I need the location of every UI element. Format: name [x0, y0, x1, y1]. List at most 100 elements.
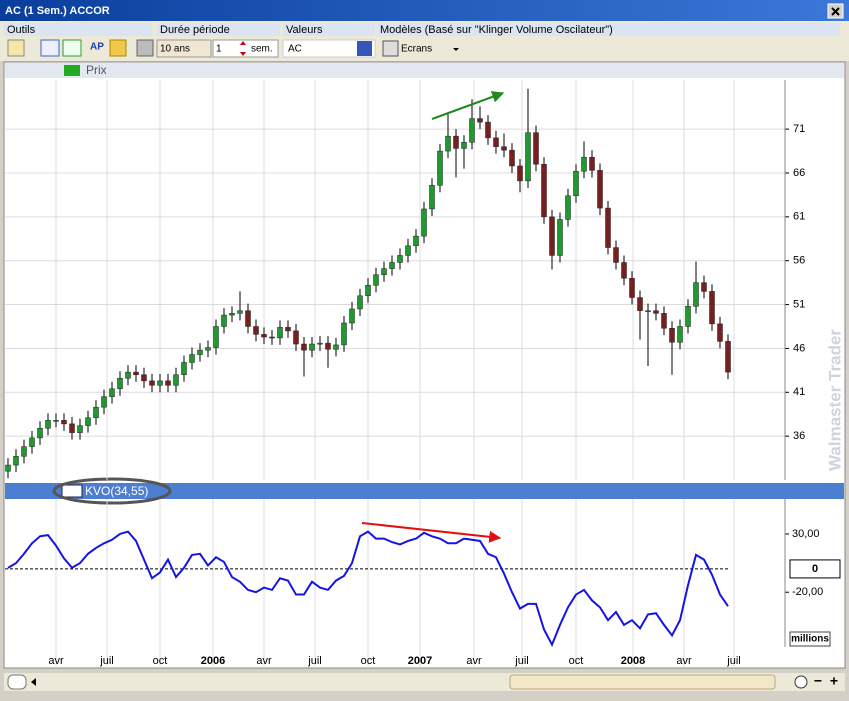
x-tick-label: juil: [514, 655, 528, 667]
zoom-in[interactable]: +: [830, 673, 838, 689]
candle-body: [565, 195, 571, 220]
tool-icon[interactable]: [62, 39, 82, 57]
candle-body: [21, 446, 27, 457]
step-input[interactable]: [212, 39, 279, 58]
symbol-input[interactable]: [282, 39, 376, 58]
y-tick-label: 30,00: [792, 528, 820, 540]
scroll-left[interactable]: [31, 678, 36, 686]
candle-body: [653, 310, 659, 314]
candle-body: [357, 295, 363, 310]
toolbar-section: [4, 23, 152, 36]
y-tick-label: 0: [812, 563, 818, 575]
candle-body: [309, 343, 315, 351]
panel-icon: [61, 484, 83, 498]
unit-box: [789, 631, 831, 647]
candle-body: [693, 282, 699, 307]
candle-body: [549, 216, 555, 256]
candle-body: [317, 342, 323, 345]
tool-icon[interactable]: [7, 39, 25, 57]
x-tick-label: juil: [726, 655, 740, 667]
candle-body: [709, 291, 715, 325]
x-tick-label: juil: [99, 655, 113, 667]
candle-body: [669, 327, 675, 343]
candle-body: [197, 349, 203, 355]
candle-body: [165, 380, 171, 386]
candle-body: [189, 354, 195, 363]
x-tick-label: avr: [676, 655, 692, 667]
zoom-out[interactable]: −: [814, 673, 822, 689]
step-unit: sem.: [251, 44, 273, 55]
candle-body: [37, 427, 43, 439]
candle-body: [501, 146, 507, 151]
candle-body: [429, 185, 435, 210]
zoom-fit[interactable]: [794, 675, 808, 689]
x-tick-label: avr: [48, 655, 64, 667]
candle-body: [469, 118, 475, 143]
candle-body: [349, 308, 355, 324]
tool-icon[interactable]: [136, 39, 154, 57]
x-tick-label: avr: [256, 655, 272, 667]
chart-area: [3, 61, 846, 669]
candle-body: [461, 142, 467, 149]
dropdown-arrow[interactable]: [453, 48, 459, 51]
candle-body: [381, 268, 387, 275]
candle-body: [661, 313, 667, 329]
candle-body: [637, 297, 643, 311]
symbol: AC: [288, 44, 302, 55]
candle-body: [261, 334, 267, 338]
y-tick-label: 46: [793, 342, 805, 354]
window-title: AC (1 Sem.) ACCOR: [5, 5, 110, 17]
toolbar-label: Valeurs: [286, 24, 323, 36]
candle-body: [69, 423, 75, 433]
candle-body: [293, 330, 299, 345]
candle-body: [405, 245, 411, 256]
tool-icon[interactable]: [109, 39, 127, 57]
candle-body: [581, 156, 587, 172]
candle-body: [117, 377, 123, 390]
candle-body: [365, 285, 371, 297]
candle-body: [213, 326, 219, 348]
toolbar-label: Modèles (Basé sur "Klinger Volume Oscila…: [380, 24, 613, 36]
candle-body: [181, 362, 187, 375]
candle-body: [621, 262, 627, 279]
candle-body: [453, 135, 459, 149]
panel-header: [5, 483, 844, 499]
candle-body: [525, 132, 531, 182]
y-tick-label: 56: [793, 255, 805, 267]
period-input[interactable]: [156, 39, 212, 58]
candle-body: [221, 314, 227, 327]
toolbar-label: Durée période: [160, 24, 230, 36]
candle-body: [29, 437, 35, 447]
symbol-button[interactable]: [357, 41, 372, 56]
candle-body: [677, 326, 683, 343]
candle-body: [125, 371, 131, 379]
screens[interactable]: Ecrans: [401, 44, 432, 55]
candle-body: [205, 347, 211, 351]
screens-icon[interactable]: [382, 40, 399, 57]
candle-body: [149, 380, 155, 386]
candle-body: [645, 310, 651, 312]
candle-body: [389, 262, 395, 269]
candle-body: [5, 464, 11, 472]
candle-body: [701, 282, 707, 292]
x-tick-label: avr: [466, 655, 482, 667]
highlight-ellipse: [52, 477, 172, 505]
y-unit: millions: [791, 634, 829, 645]
candle-body: [413, 235, 419, 247]
trend-arrow: [431, 91, 505, 120]
panel-header: [5, 63, 844, 78]
scroll-thumb[interactable]: [509, 674, 776, 690]
candle-body: [613, 247, 619, 263]
candle-body: [589, 156, 595, 171]
x-tick-label: 2007: [408, 655, 432, 667]
y-tick-label: 41: [793, 386, 805, 398]
scroll-button[interactable]: [7, 674, 27, 690]
spinner[interactable]: [240, 41, 246, 56]
y-tick-label: 36: [793, 430, 805, 442]
tool-icon-text[interactable]: AP: [90, 42, 104, 53]
toolbar-label: Outils: [7, 24, 36, 36]
tool-icon[interactable]: [40, 39, 60, 57]
step-value: 1: [216, 44, 222, 55]
candle-body: [301, 343, 307, 351]
